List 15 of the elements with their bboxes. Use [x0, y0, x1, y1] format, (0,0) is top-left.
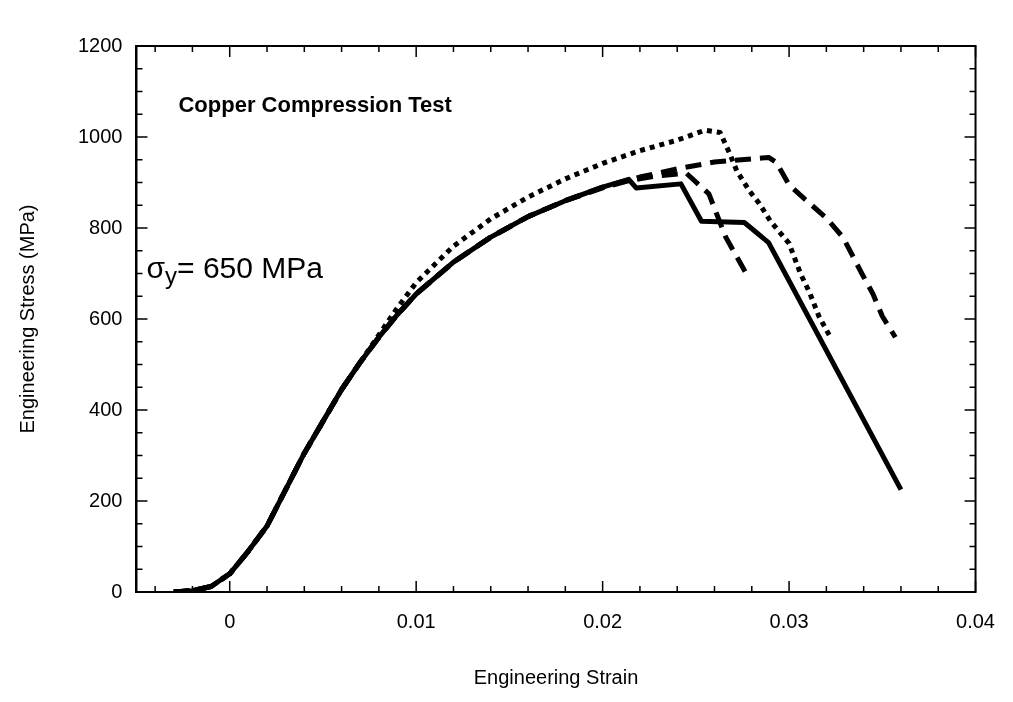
y-tick-label: 0 — [111, 579, 123, 602]
x-tick-label: 0.02 — [583, 609, 623, 632]
x-tick-label: 0.03 — [769, 609, 809, 632]
y-tick-label: 400 — [89, 397, 123, 420]
x-tick-label: 0 — [224, 609, 236, 632]
y-tick-label: 600 — [89, 306, 123, 329]
x-tick-label: 0.04 — [956, 609, 996, 632]
x-axis-title: Engineering Strain — [473, 665, 639, 688]
y-tick-label: 800 — [89, 215, 123, 238]
y-tick-label: 200 — [89, 488, 123, 511]
y-tick-label: 1000 — [77, 124, 123, 147]
annotation: Copper Compression Test — [178, 92, 453, 118]
y-axis-title: Engineering Stress (MPa) — [15, 204, 38, 434]
x-tick-label: 0.01 — [396, 609, 436, 632]
y-tick-label: 1200 — [77, 33, 123, 56]
